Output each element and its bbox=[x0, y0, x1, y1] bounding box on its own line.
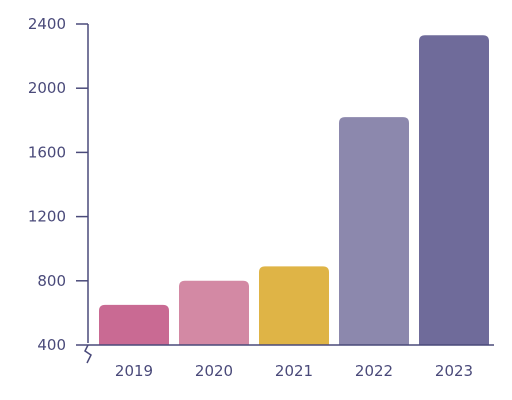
bar-2023 bbox=[419, 35, 489, 346]
bar-2020 bbox=[179, 280, 249, 345]
x-tick-label-2019: 2019 bbox=[115, 362, 153, 380]
bar-2019 bbox=[99, 304, 169, 345]
y-tick-label-1600: 1600 bbox=[28, 143, 66, 161]
y-tick-label-800: 800 bbox=[37, 272, 66, 290]
y-tick-label-2400: 2400 bbox=[28, 15, 66, 33]
ticks-group bbox=[76, 23, 88, 346]
y-tick-label-1200: 1200 bbox=[28, 208, 66, 226]
bars-group bbox=[99, 35, 489, 346]
y-tick-label-2000: 2000 bbox=[28, 79, 66, 97]
labels-group: 2019 2020 2021 2022 2023 400 800 1200 1600 2000 24… bbox=[28, 15, 473, 380]
axes-group bbox=[84, 24, 494, 364]
bar-2021 bbox=[259, 266, 329, 345]
x-tick-label-2020: 2020 bbox=[195, 362, 233, 380]
bar-2022 bbox=[339, 117, 409, 345]
x-tick-label-2023: 2023 bbox=[435, 362, 473, 380]
x-tick-label-2021: 2021 bbox=[275, 362, 313, 380]
y-tick-label-400: 400 bbox=[37, 336, 66, 354]
y-axis-break bbox=[84, 344, 92, 364]
x-tick-label-2022: 2022 bbox=[355, 362, 393, 380]
